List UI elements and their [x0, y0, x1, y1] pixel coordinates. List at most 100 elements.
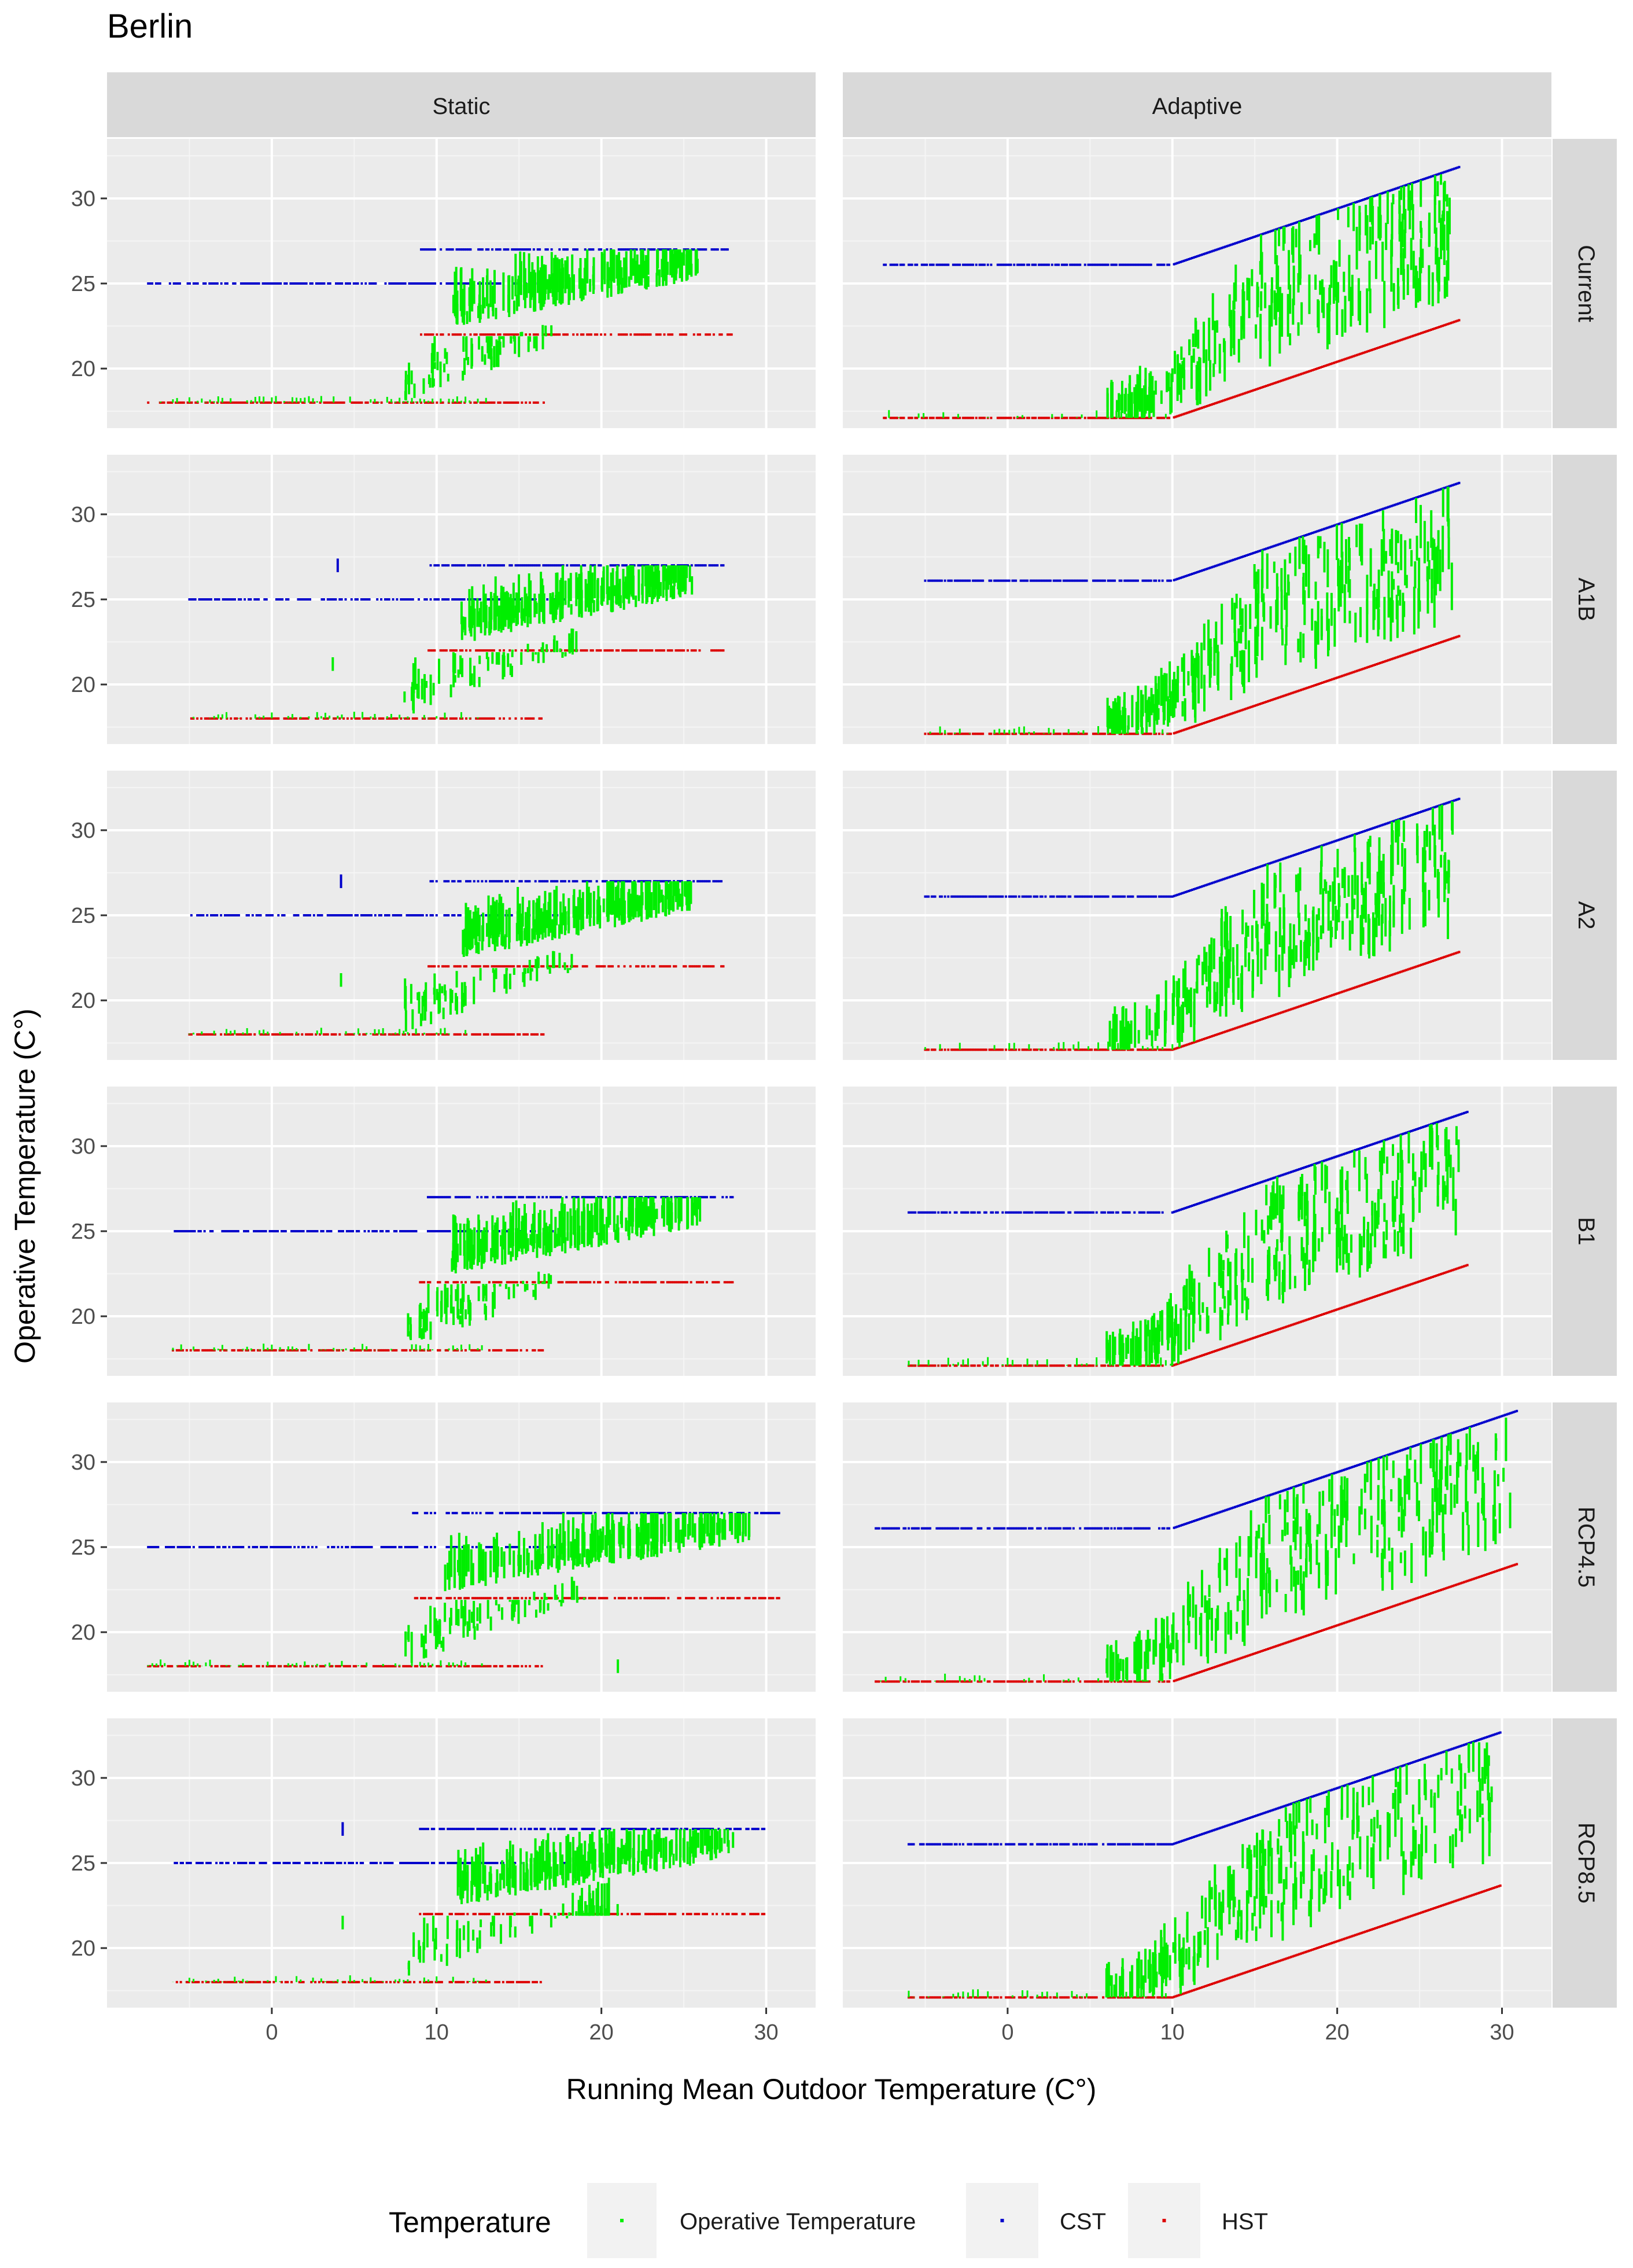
cst-point [1095, 579, 1098, 582]
cst-point [1102, 263, 1105, 266]
hst-point [623, 965, 626, 968]
cst-point [1324, 527, 1327, 530]
hst-point [983, 417, 986, 419]
hst-point [1410, 335, 1413, 338]
hst-point [1347, 988, 1350, 991]
cst-point [1411, 181, 1414, 184]
cst-point [996, 579, 999, 582]
cst-point [329, 914, 331, 916]
hst-point [1280, 695, 1282, 698]
hst-point [1209, 1036, 1212, 1039]
cst-point [1337, 522, 1340, 525]
cst-point [1343, 521, 1346, 524]
hst-point [1296, 690, 1299, 693]
cst-point [1046, 579, 1049, 582]
hst-point [457, 1033, 460, 1036]
cst-point [705, 248, 707, 251]
cst-point [319, 914, 322, 916]
hst-point [655, 649, 658, 652]
cst-point [1026, 895, 1029, 898]
cst-point [451, 598, 454, 601]
cst-point [478, 598, 481, 601]
cst-point [333, 914, 335, 916]
cst-point [980, 579, 983, 582]
cst-point [1064, 579, 1067, 582]
hst-point [441, 717, 444, 720]
hst-point [1067, 1048, 1070, 1051]
hst-point [1453, 952, 1455, 955]
cst-point [1359, 831, 1362, 834]
cst-point [965, 895, 968, 898]
cst-point [1278, 859, 1281, 861]
cst-point [1418, 811, 1421, 814]
cst-point [244, 598, 246, 601]
cst-point [491, 282, 494, 285]
cst-point [281, 914, 284, 916]
cst-point [961, 895, 964, 898]
cst-point [1313, 215, 1315, 218]
cst-point [716, 564, 719, 567]
hst-point [504, 401, 507, 404]
cst-point [1454, 798, 1457, 801]
hst-point [1299, 373, 1302, 375]
hst-point [1444, 639, 1447, 642]
hst-point [1359, 352, 1362, 355]
hst-point [1188, 411, 1190, 414]
hst-point [487, 401, 490, 404]
hst-point [1324, 365, 1327, 367]
hst-point [491, 333, 494, 336]
cst-point [1436, 489, 1439, 492]
hst-point [1328, 679, 1330, 682]
cst-point [465, 880, 468, 883]
cst-point [1448, 485, 1451, 488]
hst-point [430, 333, 433, 336]
hst-point [475, 333, 478, 336]
hst-point [1212, 403, 1215, 406]
cst-point [422, 282, 425, 285]
cst-point [461, 248, 464, 251]
cst-point [334, 598, 337, 601]
cst-point [315, 282, 318, 285]
cst-point [1326, 526, 1329, 529]
cst-point [1405, 815, 1408, 818]
cst-point [1339, 522, 1342, 525]
cst-point [1092, 579, 1095, 582]
cst-point [1361, 831, 1363, 834]
cst-point [1189, 257, 1192, 260]
cst-point [271, 914, 274, 916]
hst-point [457, 965, 460, 968]
cst-point [396, 282, 399, 285]
cst-point [976, 895, 979, 898]
hst-point [1352, 986, 1355, 989]
hst-point [1278, 380, 1281, 383]
cst-point [1387, 190, 1389, 193]
cst-point [1036, 579, 1039, 582]
cst-point [492, 564, 495, 567]
cst-point [1270, 546, 1273, 548]
hst-point [427, 965, 430, 968]
hst-point [620, 333, 622, 336]
hst-point [1314, 999, 1317, 1002]
cst-point [1217, 879, 1220, 882]
cst-point [1242, 239, 1245, 242]
cst-point [950, 579, 953, 582]
cst-point [1235, 557, 1238, 560]
hst-point [680, 649, 683, 652]
hst-point [629, 649, 632, 652]
cst-point [511, 248, 514, 251]
hst-point [1285, 378, 1288, 381]
hst-point [605, 649, 608, 652]
cst-point [213, 598, 216, 601]
hst-point [1281, 695, 1284, 698]
cst-point [319, 282, 322, 285]
hst-point [206, 401, 209, 404]
hst-point [648, 649, 651, 652]
hst-point [540, 965, 543, 968]
cst-point [368, 914, 371, 916]
cst-point [1009, 263, 1012, 266]
cst-point [355, 282, 357, 285]
cst-point [1444, 170, 1447, 173]
hst-point [666, 649, 669, 652]
hst-point [230, 717, 233, 720]
cst-point [1215, 880, 1218, 883]
